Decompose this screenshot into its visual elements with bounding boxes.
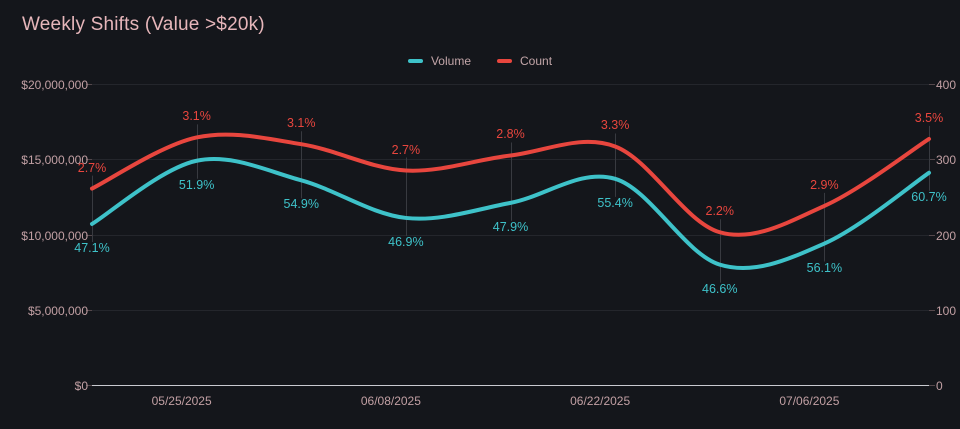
y-axis-right-tick: 200 <box>936 228 957 243</box>
y-axis-left-tick: $0 <box>74 378 88 393</box>
y-axis-right-tick: 400 <box>936 77 957 92</box>
x-axis-tick: 06/08/2025 <box>360 394 421 408</box>
y-axis-left-tick: $10,000,000 <box>21 228 88 243</box>
x-axis-tick: 07/06/2025 <box>779 394 840 408</box>
y-axis-left-tick: $5,000,000 <box>27 303 88 318</box>
y-axis-right-tick: 300 <box>936 152 957 167</box>
y-axis-right-tick: 0 <box>936 378 943 393</box>
y-axis-left-tick: $15,000,000 <box>21 152 88 167</box>
x-axis-tick: 05/25/2025 <box>151 394 212 408</box>
y-axis-right-tick: 100 <box>936 303 957 318</box>
y-axis-left-tick: $20,000,000 <box>21 77 88 92</box>
x-axis-tick: 06/22/2025 <box>570 394 631 408</box>
